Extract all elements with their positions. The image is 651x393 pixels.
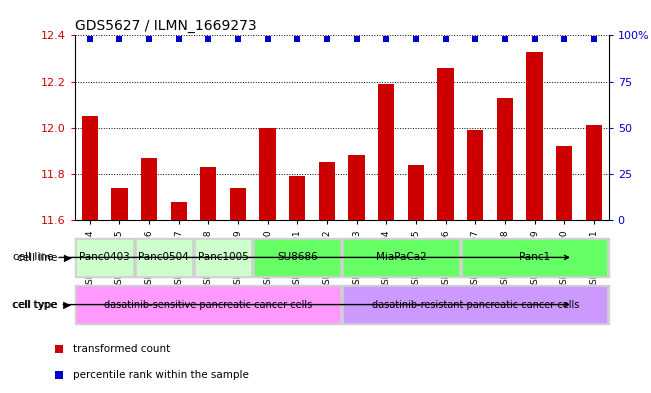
Bar <box>111 188 128 220</box>
Text: cell line: cell line <box>13 252 568 263</box>
Text: Panc0504: Panc0504 <box>139 252 189 263</box>
Bar <box>344 287 606 322</box>
Bar <box>497 98 513 220</box>
Bar <box>260 128 276 220</box>
Text: cell type  ▶: cell type ▶ <box>12 299 72 310</box>
Bar <box>586 125 602 220</box>
Bar <box>196 240 251 275</box>
Bar <box>141 158 157 220</box>
Bar <box>467 130 484 220</box>
Text: Panc0403: Panc0403 <box>79 252 130 263</box>
Bar <box>171 202 187 220</box>
Bar <box>200 167 217 220</box>
Bar <box>289 176 305 220</box>
Text: transformed count: transformed count <box>73 344 170 354</box>
Bar <box>556 146 572 220</box>
Bar <box>255 240 339 275</box>
Bar <box>77 287 339 322</box>
Bar <box>527 51 543 220</box>
Text: cell line  ▶: cell line ▶ <box>17 252 72 263</box>
Text: dasatinib-resistant pancreatic cancer cells: dasatinib-resistant pancreatic cancer ce… <box>372 299 579 310</box>
Bar <box>81 116 98 220</box>
Text: GDS5627 / ILMN_1669273: GDS5627 / ILMN_1669273 <box>75 19 256 33</box>
Bar <box>319 162 335 220</box>
Bar <box>230 188 246 220</box>
Text: dasatinib-sensitive pancreatic cancer cells: dasatinib-sensitive pancreatic cancer ce… <box>104 299 312 310</box>
Text: percentile rank within the sample: percentile rank within the sample <box>73 370 249 380</box>
Text: Panc1: Panc1 <box>519 252 550 263</box>
Bar <box>77 240 132 275</box>
Text: MiaPaCa2: MiaPaCa2 <box>376 252 426 263</box>
Bar <box>348 155 365 220</box>
Bar <box>137 240 191 275</box>
Bar <box>344 240 458 275</box>
Bar <box>463 240 606 275</box>
Text: cell type: cell type <box>13 299 568 310</box>
Bar <box>437 68 454 220</box>
Bar <box>408 165 424 220</box>
Bar <box>378 84 395 220</box>
Text: Panc1005: Panc1005 <box>198 252 249 263</box>
Text: SU8686: SU8686 <box>277 252 318 263</box>
